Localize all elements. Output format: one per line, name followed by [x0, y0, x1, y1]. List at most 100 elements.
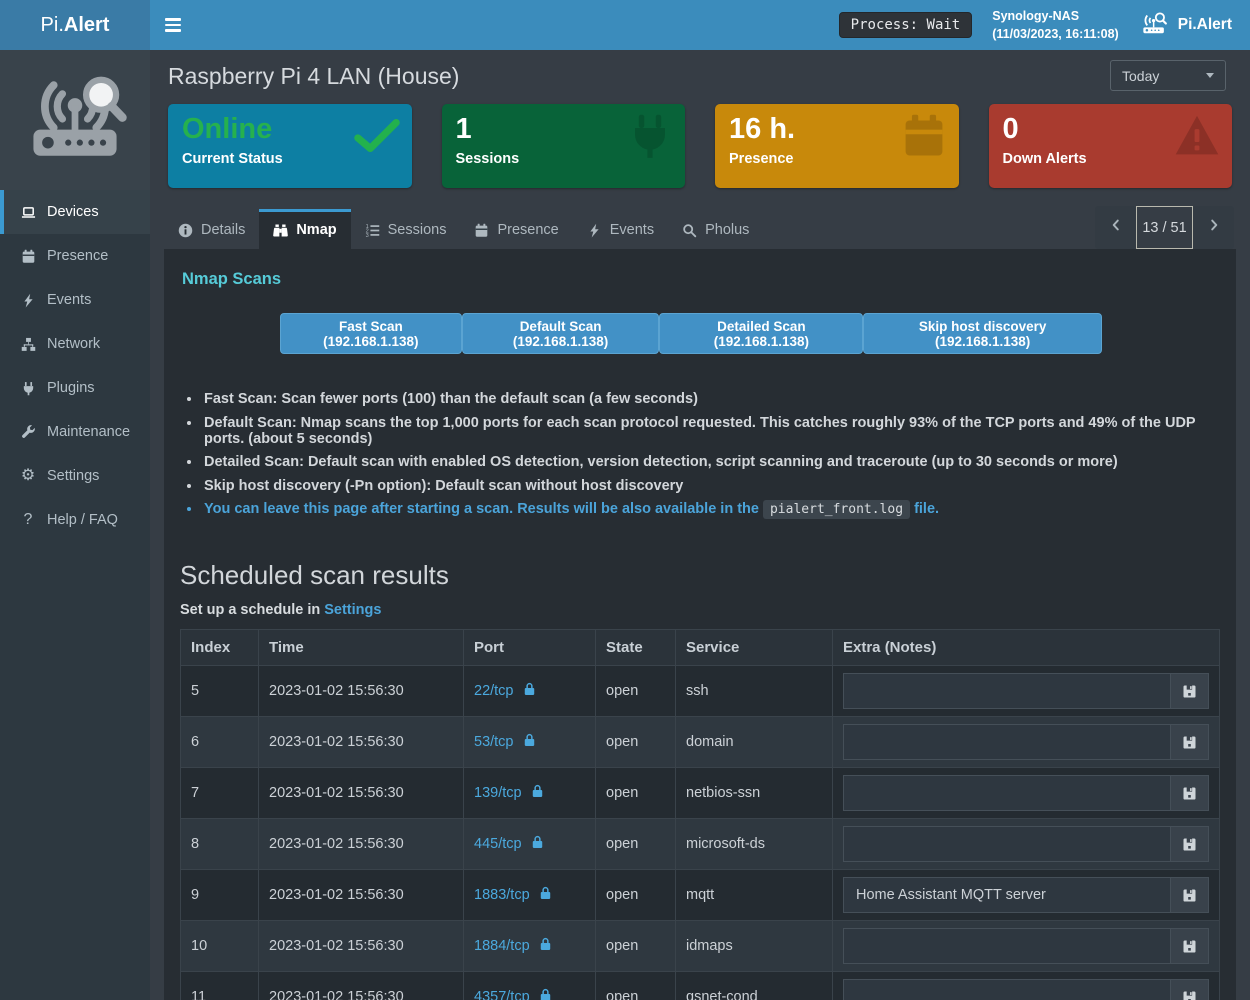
search-icon: [682, 223, 697, 238]
prev-device-button[interactable]: [1095, 206, 1136, 249]
settings-link[interactable]: Settings: [324, 602, 382, 618]
process-status-badge[interactable]: Process: Wait: [838, 12, 973, 38]
port-link[interactable]: 4357/tcp: [474, 988, 552, 1000]
port-text: 1884/tcp: [474, 938, 530, 954]
port-link[interactable]: 1883/tcp: [474, 886, 552, 904]
svg-text:2: 2: [365, 228, 368, 234]
port-link[interactable]: 22/tcp: [474, 682, 536, 700]
tab-label: Events: [609, 222, 655, 238]
status-card-sessions: 1 Sessions: [441, 104, 685, 188]
sidebar-item-presence[interactable]: Presence: [0, 234, 150, 278]
sidebar-item-network[interactable]: Network: [0, 322, 150, 366]
lock-icon: [539, 886, 552, 904]
scan-button-skip-host-discovery[interactable]: Skip host discovery (192.168.1.138): [863, 313, 1102, 354]
lock-icon: [539, 988, 552, 1000]
brand-logo[interactable]: Pi.Alert: [0, 0, 150, 50]
gear-icon: ⚙: [20, 467, 36, 484]
table-row: 7 2023-01-02 15:56:30 139/tcp open netbios-s…: [180, 767, 1220, 819]
top-navbar: Pi.Alert Process: Wait Synology-NAS (11/…: [0, 0, 1250, 50]
status-card-current-status: Online Current Status: [168, 104, 412, 188]
schedule-hint-text: Set up a schedule in: [180, 602, 321, 618]
host-timestamp: (11/03/2023, 16:11:08): [992, 27, 1119, 41]
save-note-button[interactable]: [1170, 980, 1208, 1000]
sidebar-item-label: Presence: [47, 248, 109, 264]
save-note-button[interactable]: [1170, 878, 1208, 912]
tab-events[interactable]: Events: [573, 209, 668, 249]
cell-port: 1884/tcp: [463, 920, 596, 972]
scan-buttons: Fast Scan (192.168.1.138) Default Scan (1…: [180, 313, 1220, 354]
tab-label: Presence: [497, 222, 559, 238]
menu-toggle-icon[interactable]: [150, 0, 196, 50]
note-input[interactable]: [844, 929, 1170, 963]
cell-service: domain: [675, 716, 833, 768]
note-link-text: file.: [910, 501, 940, 517]
note-input[interactable]: [844, 878, 1170, 912]
save-note-button[interactable]: [1170, 827, 1208, 861]
chevron-down-icon: [1206, 73, 1214, 78]
scan-note: Skip host discovery (-Pn option): Defaul…: [202, 478, 1220, 494]
cell-extra-notes: [832, 665, 1220, 717]
sidebar-item-events[interactable]: Events: [0, 278, 150, 322]
port-text: 1883/tcp: [474, 887, 530, 903]
cell-port: 445/tcp: [463, 818, 596, 870]
tab-nmap[interactable]: Nmap: [259, 209, 351, 249]
next-device-button[interactable]: [1193, 206, 1234, 249]
calendar-icon: [19, 249, 37, 264]
page-title: Raspberry Pi 4 LAN (House): [168, 63, 460, 89]
tab-sessions[interactable]: 1 2 3 Sessions: [351, 209, 461, 249]
note-input[interactable]: [844, 980, 1170, 1000]
cell-extra-notes: [832, 869, 1220, 921]
column-header-state: State: [595, 629, 676, 666]
cell-index: 11: [180, 971, 259, 1000]
cell-extra-notes: [832, 920, 1220, 972]
sidebar-item-label: Help / FAQ: [47, 512, 118, 528]
port-link[interactable]: 1884/tcp: [474, 937, 552, 955]
note-input[interactable]: [844, 827, 1170, 861]
svg-text:3: 3: [365, 233, 368, 238]
sidebar-item-plugins[interactable]: Plugins: [0, 366, 150, 410]
scan-button-fast-scan[interactable]: Fast Scan (192.168.1.138): [280, 313, 462, 354]
cell-index: 7: [180, 767, 259, 819]
cell-state: open: [595, 665, 676, 717]
sidebar-item-devices[interactable]: Devices: [0, 190, 150, 234]
note-input[interactable]: [844, 674, 1170, 708]
table-row: 5 2023-01-02 15:56:30 22/tcp open ssh: [180, 665, 1220, 717]
note-input[interactable]: [844, 725, 1170, 759]
sidebar-item-maintenance[interactable]: Maintenance: [0, 410, 150, 454]
scan-button-default-scan[interactable]: Default Scan (192.168.1.138): [461, 313, 660, 354]
time-range-select[interactable]: Today: [1110, 60, 1226, 91]
port-link[interactable]: 445/tcp: [474, 835, 544, 853]
sidebar-item-help-faq[interactable]: ? Help / FAQ: [0, 498, 150, 542]
scan-note: Default Scan: Nmap scans the top 1,000 p…: [202, 415, 1220, 447]
cell-state: open: [595, 869, 676, 921]
status-cards: Online Current Status 1 Sessions 16 h. Presen…: [168, 104, 1232, 188]
port-link[interactable]: 139/tcp: [474, 784, 544, 802]
note-input-group: [843, 928, 1209, 964]
tab-pholus[interactable]: Pholus: [668, 209, 763, 249]
chevron-left-icon: [1109, 218, 1123, 237]
app-name: Pi.Alert: [1177, 16, 1232, 33]
cell-service: mqtt: [675, 869, 833, 921]
table-row: 9 2023-01-02 15:56:30 1883/tcp open mqtt: [180, 869, 1220, 921]
port-link[interactable]: 53/tcp: [474, 733, 536, 751]
bolt-icon: [587, 223, 602, 238]
save-note-button[interactable]: [1170, 725, 1208, 759]
table-row: 8 2023-01-02 15:56:30 445/tcp open microsoft…: [180, 818, 1220, 870]
chevron-right-icon: [1207, 218, 1221, 237]
sidebar-logo: [0, 50, 150, 190]
nmap-tab-pane: Nmap Scans Fast Scan (192.168.1.138) Defa…: [164, 249, 1236, 1000]
save-note-button[interactable]: [1170, 674, 1208, 708]
sidebar-item-label: Network: [47, 336, 101, 352]
cell-time: 2023-01-02 15:56:30: [258, 920, 464, 972]
note-input[interactable]: [844, 776, 1170, 810]
cell-index: 9: [180, 869, 259, 921]
tab-details[interactable]: Details: [164, 209, 259, 249]
tab-presence[interactable]: Presence: [460, 209, 572, 249]
sidebar-item-settings[interactable]: ⚙ Settings: [0, 454, 150, 498]
scan-button-detailed-scan[interactable]: Detailed Scan (192.168.1.138): [659, 313, 864, 354]
note-input-group: [843, 826, 1209, 862]
save-note-button[interactable]: [1170, 929, 1208, 963]
save-note-button[interactable]: [1170, 776, 1208, 810]
binoculars-icon: [273, 223, 289, 238]
port-text: 445/tcp: [474, 836, 522, 852]
